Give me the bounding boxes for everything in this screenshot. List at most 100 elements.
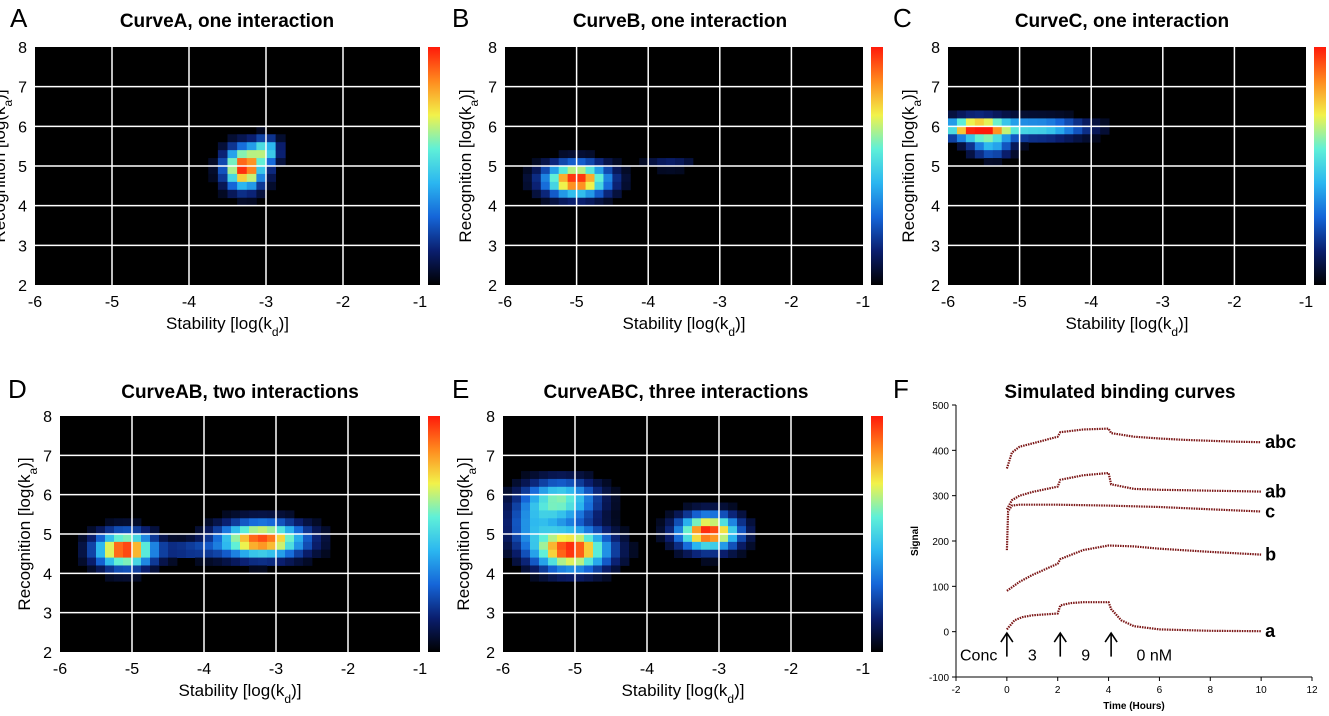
heatmap-cell [512, 526, 522, 535]
heatmap-cell [530, 534, 540, 543]
heatmap-cell [566, 573, 576, 582]
heatmap-cell [1091, 126, 1101, 135]
heatmap-cell [602, 526, 612, 535]
heatmap-cell [294, 534, 304, 543]
heatmap-cell [503, 502, 513, 511]
heatmap-cell [204, 518, 214, 527]
heatmap-cell [240, 510, 250, 519]
heatmap-cell [222, 557, 232, 566]
heatmap-cell [208, 166, 219, 175]
heatmap-cell [1064, 110, 1074, 119]
heatmap-cell [584, 510, 594, 519]
x-tick-label: -3 [269, 661, 283, 678]
y-axis-label: Signal [910, 526, 921, 556]
heatmap-cell [539, 510, 549, 519]
heatmap-cell [593, 494, 603, 503]
heatmap-cell [737, 526, 747, 535]
heatmap-cell [674, 526, 684, 535]
heatmap-cell [593, 502, 603, 511]
heatmap-cell [114, 565, 124, 574]
heatmap-cell [602, 549, 612, 558]
heatmap-cell [227, 181, 238, 191]
heatmap-cell [177, 534, 187, 543]
heatmap-cell [737, 510, 747, 519]
y-tick-label: 8 [486, 409, 495, 426]
heatmap-cell [575, 541, 585, 551]
heatmap-cell [710, 510, 720, 519]
y-tick-label: 7 [931, 80, 940, 97]
heatmap-cell [692, 549, 702, 558]
heatmap-cell [548, 486, 558, 496]
heatmap-cell [150, 549, 160, 558]
heatmap-cell [132, 526, 142, 535]
heatmap-cell [237, 173, 248, 183]
heatmap-cell [611, 557, 621, 566]
heatmap-cell [531, 181, 542, 191]
heatmap-cell [566, 518, 576, 527]
heatmap-cell [530, 478, 540, 488]
heatmap-cell [1010, 126, 1020, 135]
heatmap-cell [558, 181, 569, 191]
heatmap-cell [701, 549, 711, 558]
heatmap-cell [217, 173, 228, 183]
heatmap-cell [521, 549, 531, 558]
heatmap-cell [105, 518, 115, 527]
heatmap-cell [312, 541, 322, 551]
heatmap-cell [150, 526, 160, 535]
heatmap-cell [575, 510, 585, 519]
heatmap-cell [266, 158, 277, 167]
heatmap-cell [567, 189, 577, 199]
heatmap-cell [701, 557, 711, 566]
heatmap-cell [548, 502, 558, 511]
heatmap-cell [1064, 126, 1074, 135]
heatmap-cell [249, 541, 259, 551]
heatmap-cell [558, 189, 569, 199]
heatmap-cell [105, 526, 115, 535]
heatmap-cell [611, 526, 621, 535]
heatmap-cell [585, 173, 595, 183]
heatmap-cell [539, 494, 549, 503]
heatmap-cell [620, 549, 630, 558]
x-tick-label: -4 [1084, 294, 1098, 311]
heatmap-cell [974, 118, 985, 127]
y-axis-label-sub: a [465, 468, 479, 475]
heatmap-cell [540, 189, 551, 199]
x-axis-label-main: Stability [log(k [179, 681, 285, 700]
x-tick-label: -5 [568, 661, 582, 678]
heatmap-cell [276, 510, 286, 519]
heatmap-cell [584, 557, 594, 566]
heatmap-cell [1073, 118, 1083, 127]
heatmap-cell [620, 557, 630, 566]
heatmap-cell [566, 557, 576, 566]
y-axis-label-end: )] [0, 89, 9, 99]
heatmap-cell [611, 541, 621, 551]
heatmap-cell [1001, 134, 1012, 143]
y-tick-label: 6 [486, 488, 495, 505]
heatmap-cell [557, 541, 567, 551]
heatmap-cell [585, 158, 595, 167]
x-tick-label: -6 [941, 294, 955, 311]
heatmap-cell [576, 166, 586, 175]
heatmap-cell [159, 557, 169, 566]
heatmap-cell [557, 486, 567, 496]
heatmap-cell [186, 534, 196, 543]
heatmap-cell [503, 494, 513, 503]
series-line-b [1006, 544, 1262, 592]
heatmap-cell [674, 541, 684, 551]
x-axis-label-sub: d [727, 692, 734, 706]
heatmap-cell [956, 134, 967, 143]
heatmap-cell [665, 526, 675, 535]
heatmap-cell [96, 549, 106, 558]
heatmap-cell [683, 549, 693, 558]
heatmap-cell [992, 110, 1003, 119]
heatmap-cell [240, 557, 250, 566]
x-tick-label: -1 [413, 661, 427, 678]
heatmap-cell [521, 541, 531, 551]
heatmap-cell [285, 534, 295, 543]
x-axis-label: Stability [log(kd)] [166, 314, 289, 339]
heatmap-cell [575, 573, 585, 582]
x-axis-label-sub: d [1171, 325, 1178, 339]
heatmap-panels: A CurveA, one interaction -6 -5 -4 -3 -2 -1 2 3 4 5… [0, 3, 1326, 706]
heatmap-cell [540, 197, 551, 207]
y-tick-label: 2 [18, 278, 27, 295]
